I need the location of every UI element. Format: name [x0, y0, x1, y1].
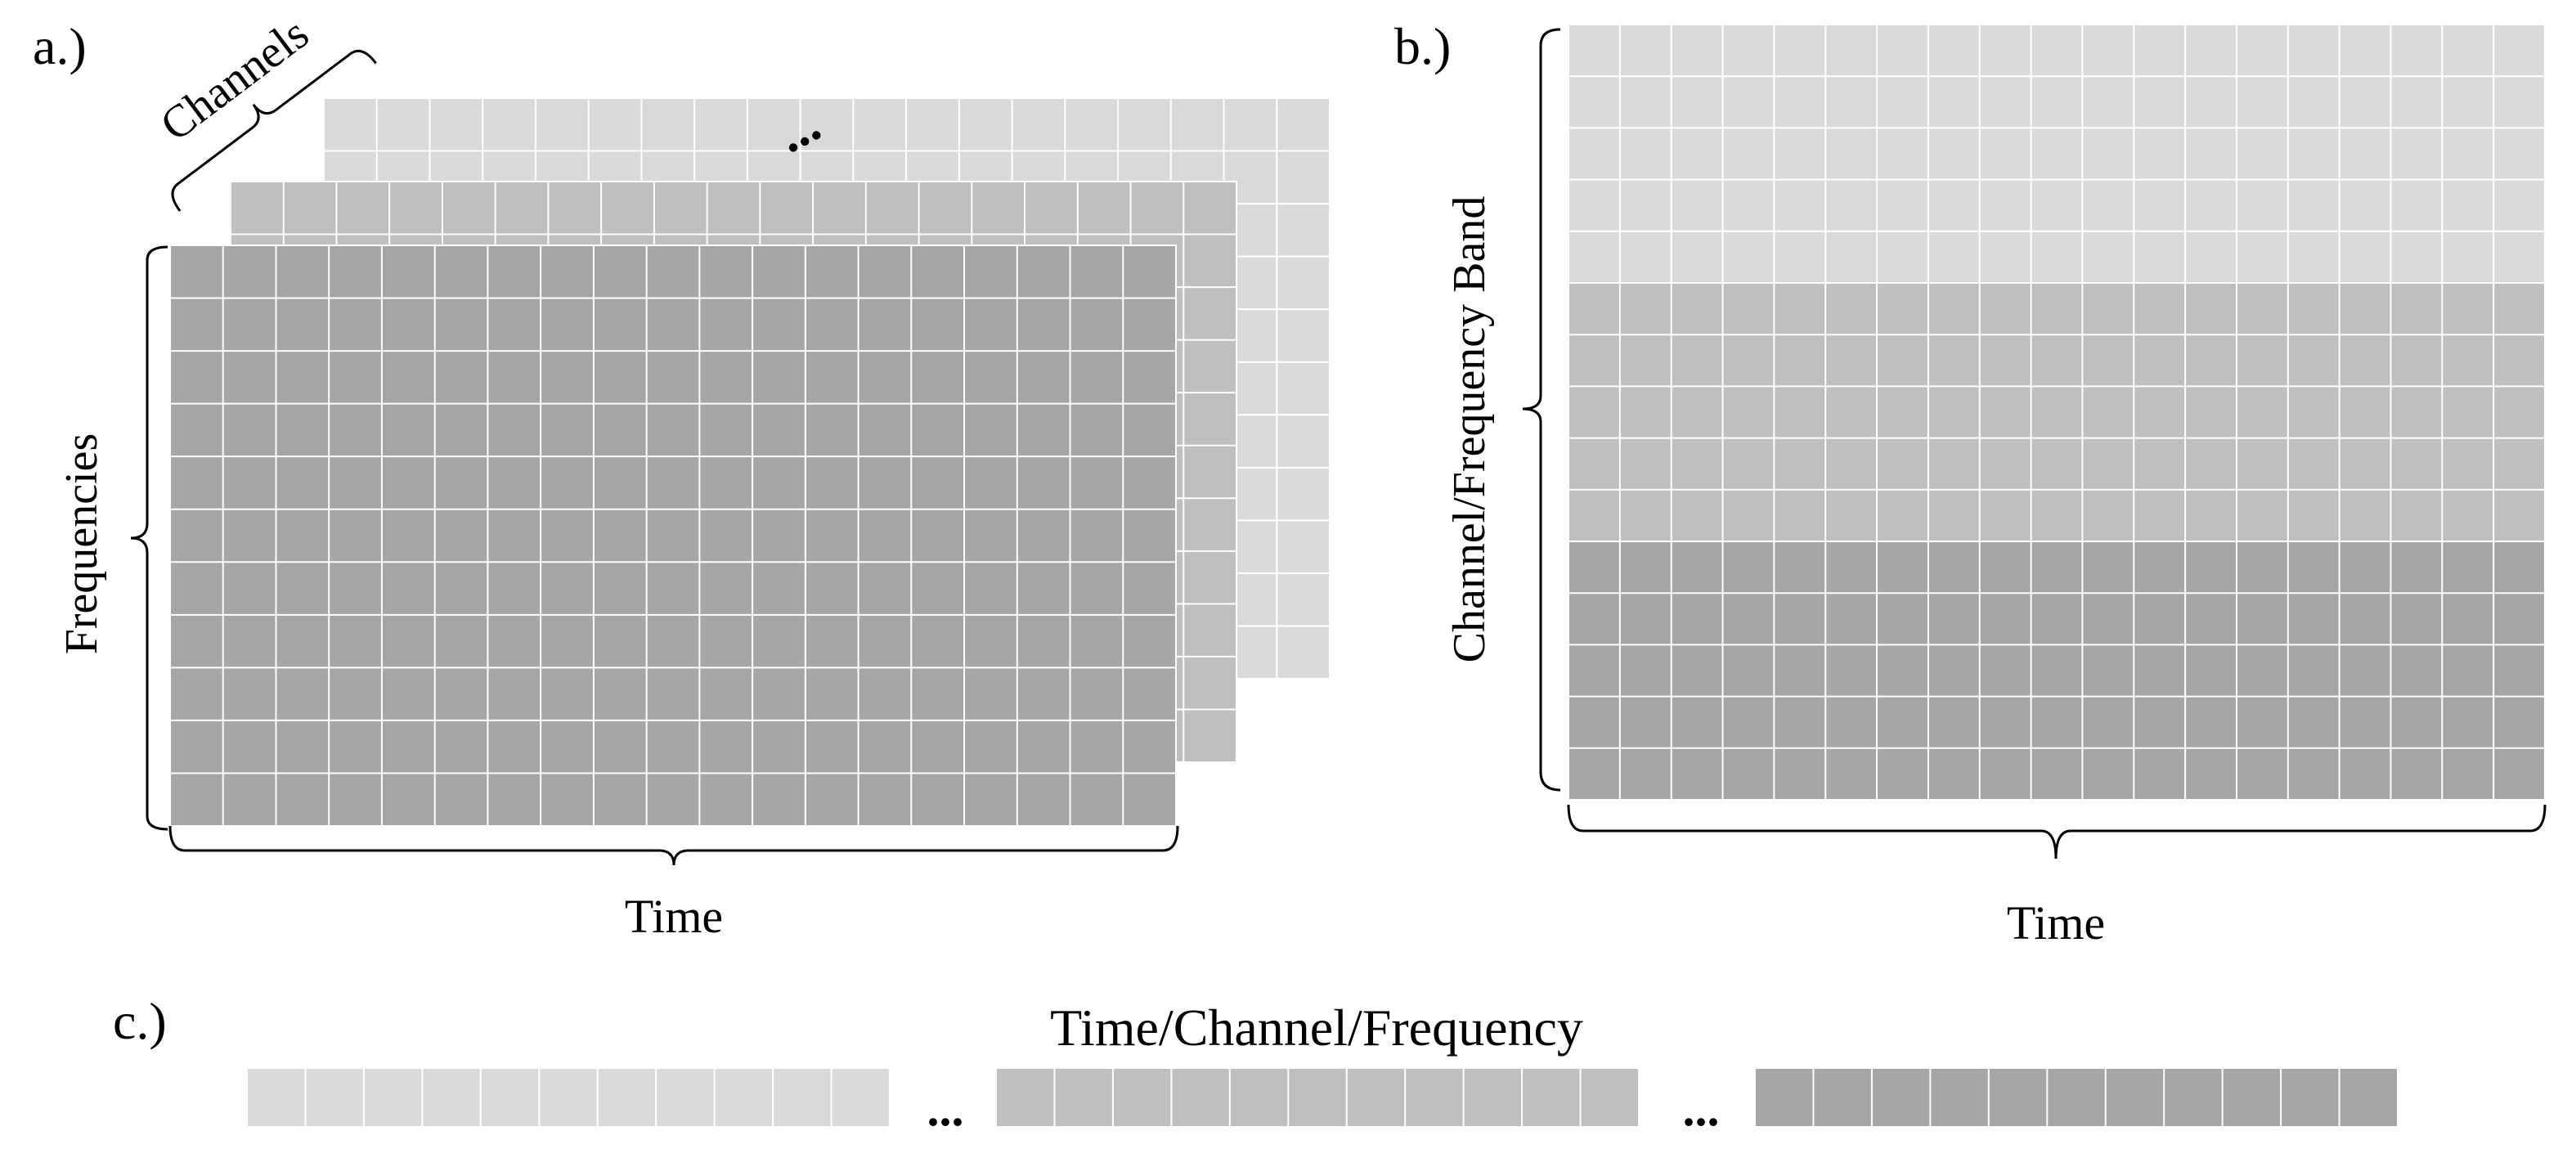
time-bracket-b	[1567, 804, 2547, 860]
grid-outline	[995, 1067, 1640, 1128]
panel-c-ellipsis-2: ...	[1683, 1082, 1720, 1136]
band-dark	[1568, 541, 2546, 801]
band-light	[1568, 24, 2546, 284]
time-axis-label-b: Time	[2007, 896, 2105, 949]
panel-b-label: b.)	[1394, 17, 1451, 75]
grid-background	[1755, 1068, 2398, 1127]
grid-outline	[246, 1067, 891, 1128]
grid-outline	[1754, 1067, 2399, 1128]
grid-background	[1568, 541, 2545, 800]
panel-c-title: Time/Channel/Frequency	[1050, 999, 1583, 1057]
vector-segment-dark	[1754, 1067, 2399, 1128]
grid-background	[247, 1068, 890, 1127]
time-bracket-a	[168, 825, 1179, 866]
grid-background	[1568, 283, 2545, 541]
grid-background	[996, 1068, 1639, 1127]
vector-segment-light	[246, 1067, 891, 1128]
time-axis-label-a: Time	[625, 890, 723, 943]
grid-background	[1568, 25, 2545, 283]
channels-axis-label: Channels	[151, 8, 318, 151]
panel-c: c.) Time/Channel/Frequency ... ...	[113, 992, 2399, 1136]
panel-c-label: c.)	[113, 992, 167, 1050]
grid-outline	[169, 245, 1177, 827]
panel-a-label: a.)	[33, 17, 87, 75]
channel-layer-front	[169, 245, 1177, 827]
vector-segment-medium	[995, 1067, 1640, 1128]
panel-c-ellipsis-1: ...	[927, 1082, 964, 1136]
band-medium	[1568, 282, 2546, 542]
panel-a: a.) ... Frequencies Time Channels	[33, 8, 1331, 943]
channel-frequency-band-bracket	[1522, 28, 1561, 792]
channel-frequency-band-label: Channel/Frequency Band	[1444, 196, 1495, 663]
panel-b: b.) Channel/Frequency Band Time	[1394, 17, 2547, 949]
grid-outline	[1568, 541, 2546, 801]
grid-background	[170, 245, 1176, 826]
frequencies-bracket	[130, 245, 168, 831]
frequencies-axis-label: Frequencies	[56, 433, 107, 655]
